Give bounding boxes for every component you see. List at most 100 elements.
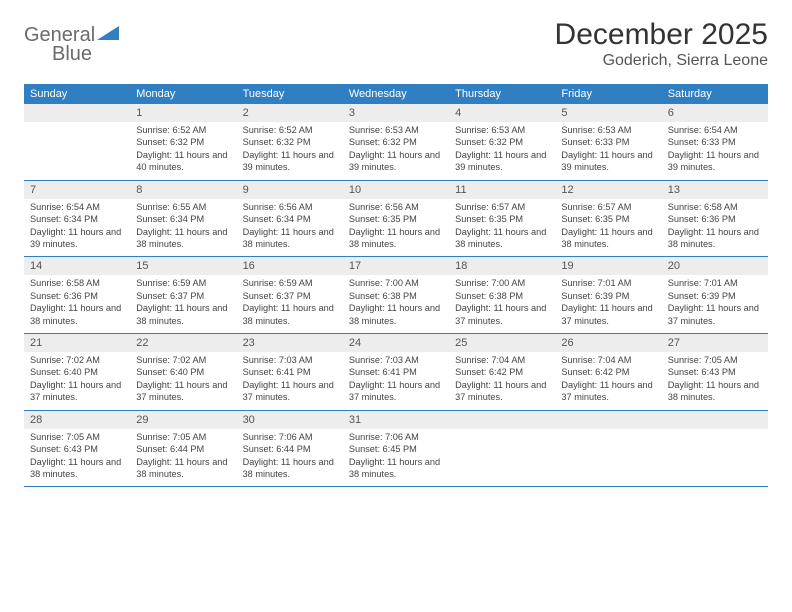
sunset-text: Sunset: 6:35 PM [455,213,549,225]
day-number: 4 [449,104,555,122]
month-title: December 2025 [555,18,768,52]
sunrise-text: Sunrise: 6:58 AM [30,277,124,289]
day-body: Sunrise: 6:59 AMSunset: 6:37 PMDaylight:… [237,275,343,327]
day-body: Sunrise: 6:53 AMSunset: 6:32 PMDaylight:… [449,122,555,174]
daylight-text: Daylight: 11 hours and 38 minutes. [136,226,230,251]
calendar-cell: 12Sunrise: 6:57 AMSunset: 6:35 PMDayligh… [555,181,661,258]
calendar-cell: 15Sunrise: 6:59 AMSunset: 6:37 PMDayligh… [130,257,236,334]
day-header: Friday [555,84,661,104]
day-body: Sunrise: 7:02 AMSunset: 6:40 PMDaylight:… [24,352,130,404]
day-body: Sunrise: 7:01 AMSunset: 6:39 PMDaylight:… [555,275,661,327]
day-number: 6 [662,104,768,122]
sunrise-text: Sunrise: 7:06 AM [349,431,443,443]
day-body: Sunrise: 6:58 AMSunset: 6:36 PMDaylight:… [24,275,130,327]
sunset-text: Sunset: 6:32 PM [136,136,230,148]
day-number: 18 [449,257,555,275]
sunrise-text: Sunrise: 6:54 AM [668,124,762,136]
sunrise-text: Sunrise: 7:02 AM [30,354,124,366]
daylight-text: Daylight: 11 hours and 39 minutes. [243,149,337,174]
daylight-text: Daylight: 11 hours and 37 minutes. [455,302,549,327]
daylight-text: Daylight: 11 hours and 37 minutes. [668,302,762,327]
calendar-cell: 21Sunrise: 7:02 AMSunset: 6:40 PMDayligh… [24,334,130,411]
daylight-text: Daylight: 11 hours and 39 minutes. [668,149,762,174]
sunset-text: Sunset: 6:41 PM [349,366,443,378]
day-number: 25 [449,334,555,352]
sunset-text: Sunset: 6:43 PM [668,366,762,378]
calendar-cell: 1Sunrise: 6:52 AMSunset: 6:32 PMDaylight… [130,104,236,181]
sunset-text: Sunset: 6:37 PM [243,290,337,302]
daylight-text: Daylight: 11 hours and 38 minutes. [668,379,762,404]
calendar-cell: 10Sunrise: 6:56 AMSunset: 6:35 PMDayligh… [343,181,449,258]
day-body: Sunrise: 7:03 AMSunset: 6:41 PMDaylight:… [343,352,449,404]
sunrise-text: Sunrise: 7:01 AM [668,277,762,289]
sunset-text: Sunset: 6:32 PM [455,136,549,148]
daylight-text: Daylight: 11 hours and 40 minutes. [136,149,230,174]
sunrise-text: Sunrise: 6:53 AM [561,124,655,136]
sunset-text: Sunset: 6:32 PM [243,136,337,148]
day-number: 2 [237,104,343,122]
sunset-text: Sunset: 6:39 PM [561,290,655,302]
sunset-text: Sunset: 6:34 PM [136,213,230,225]
calendar-cell: 29Sunrise: 7:05 AMSunset: 6:44 PMDayligh… [130,411,236,488]
sunset-text: Sunset: 6:36 PM [668,213,762,225]
day-number: 5 [555,104,661,122]
calendar-cell: 23Sunrise: 7:03 AMSunset: 6:41 PMDayligh… [237,334,343,411]
day-body: Sunrise: 6:54 AMSunset: 6:33 PMDaylight:… [662,122,768,174]
day-body [662,429,768,431]
day-body: Sunrise: 6:53 AMSunset: 6:32 PMDaylight:… [343,122,449,174]
day-body: Sunrise: 7:06 AMSunset: 6:44 PMDaylight:… [237,429,343,481]
day-body: Sunrise: 7:06 AMSunset: 6:45 PMDaylight:… [343,429,449,481]
sunset-text: Sunset: 6:43 PM [30,443,124,455]
day-body: Sunrise: 6:59 AMSunset: 6:37 PMDaylight:… [130,275,236,327]
calendar-cell: 18Sunrise: 7:00 AMSunset: 6:38 PMDayligh… [449,257,555,334]
daylight-text: Daylight: 11 hours and 37 minutes. [349,379,443,404]
daylight-text: Daylight: 11 hours and 37 minutes. [561,302,655,327]
calendar-cell [24,104,130,181]
daylight-text: Daylight: 11 hours and 38 minutes. [243,226,337,251]
calendar-cell: 8Sunrise: 6:55 AMSunset: 6:34 PMDaylight… [130,181,236,258]
sunrise-text: Sunrise: 7:05 AM [30,431,124,443]
daylight-text: Daylight: 11 hours and 38 minutes. [561,226,655,251]
daylight-text: Daylight: 11 hours and 39 minutes. [349,149,443,174]
sunrise-text: Sunrise: 7:03 AM [243,354,337,366]
calendar-cell: 20Sunrise: 7:01 AMSunset: 6:39 PMDayligh… [662,257,768,334]
sunrise-text: Sunrise: 6:54 AM [30,201,124,213]
logo-triangle-icon [97,25,119,46]
sunrise-text: Sunrise: 7:04 AM [561,354,655,366]
daylight-text: Daylight: 11 hours and 39 minutes. [561,149,655,174]
calendar-cell: 3Sunrise: 6:53 AMSunset: 6:32 PMDaylight… [343,104,449,181]
daylight-text: Daylight: 11 hours and 37 minutes. [243,379,337,404]
day-body: Sunrise: 6:53 AMSunset: 6:33 PMDaylight:… [555,122,661,174]
sunrise-text: Sunrise: 7:00 AM [455,277,549,289]
sunset-text: Sunset: 6:39 PM [668,290,762,302]
day-body: Sunrise: 7:04 AMSunset: 6:42 PMDaylight:… [449,352,555,404]
sunrise-text: Sunrise: 7:02 AM [136,354,230,366]
sunrise-text: Sunrise: 6:58 AM [668,201,762,213]
daylight-text: Daylight: 11 hours and 38 minutes. [30,456,124,481]
sunrise-text: Sunrise: 7:03 AM [349,354,443,366]
sunset-text: Sunset: 6:41 PM [243,366,337,378]
day-number: 9 [237,181,343,199]
day-number: 13 [662,181,768,199]
sunset-text: Sunset: 6:45 PM [349,443,443,455]
sunrise-text: Sunrise: 6:52 AM [243,124,337,136]
calendar-cell [449,411,555,488]
daylight-text: Daylight: 11 hours and 39 minutes. [30,226,124,251]
day-number: 29 [130,411,236,429]
day-header: Saturday [662,84,768,104]
calendar-cell: 19Sunrise: 7:01 AMSunset: 6:39 PMDayligh… [555,257,661,334]
sunset-text: Sunset: 6:33 PM [561,136,655,148]
daylight-text: Daylight: 11 hours and 37 minutes. [455,379,549,404]
calendar-cell: 13Sunrise: 6:58 AMSunset: 6:36 PMDayligh… [662,181,768,258]
sunset-text: Sunset: 6:34 PM [30,213,124,225]
day-number [24,104,130,122]
day-number: 19 [555,257,661,275]
day-number: 7 [24,181,130,199]
day-number: 15 [130,257,236,275]
sunrise-text: Sunrise: 7:05 AM [136,431,230,443]
calendar-cell: 6Sunrise: 6:54 AMSunset: 6:33 PMDaylight… [662,104,768,181]
calendar-cell: 7Sunrise: 6:54 AMSunset: 6:34 PMDaylight… [24,181,130,258]
day-body: Sunrise: 6:54 AMSunset: 6:34 PMDaylight:… [24,199,130,251]
day-body: Sunrise: 6:55 AMSunset: 6:34 PMDaylight:… [130,199,236,251]
daylight-text: Daylight: 11 hours and 38 minutes. [243,456,337,481]
